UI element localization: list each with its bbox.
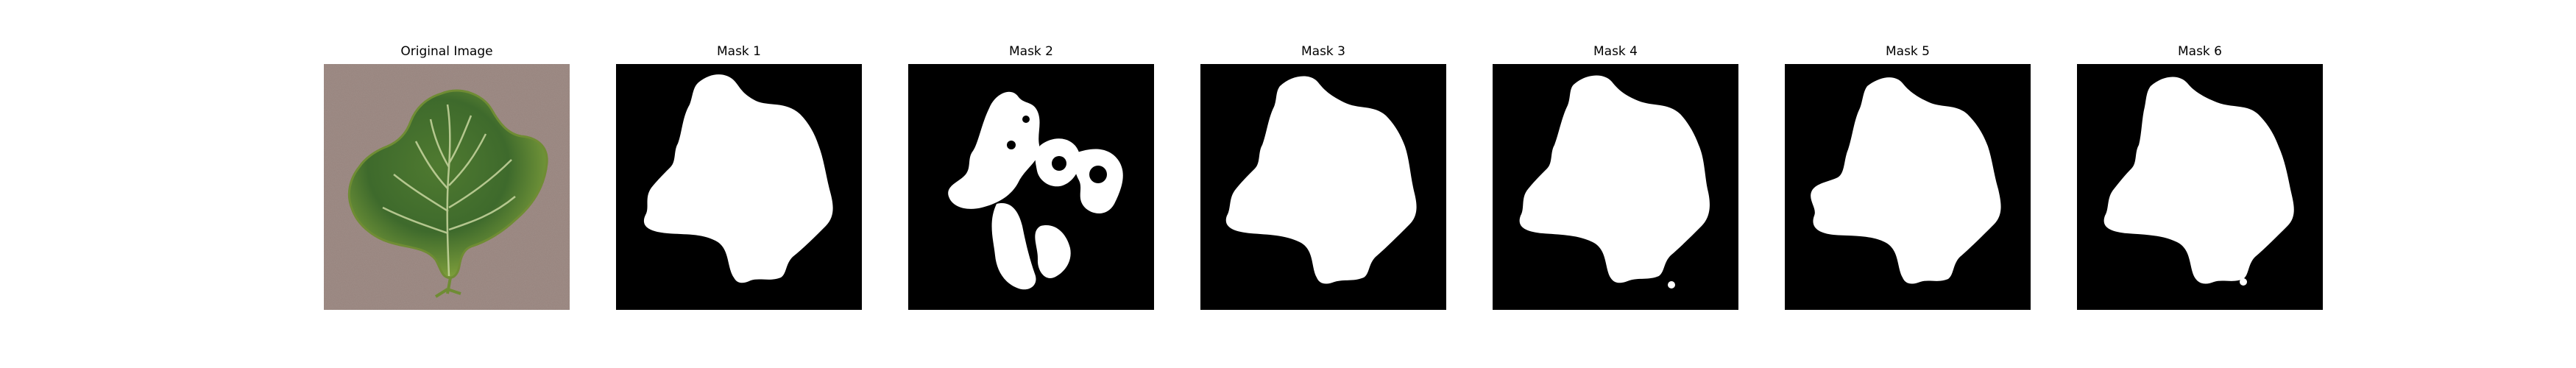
panel-title: Mask 1 [716,44,761,59]
mask-3-image [1200,64,1446,310]
panel-mask-1: Mask 1 [616,44,862,321]
mask-6-image [2077,64,2323,310]
panel-original-image: Original Image [324,44,570,321]
panel-mask-6: Mask 6 [2077,44,2323,321]
panel-mask-2: Mask 2 [908,44,1154,321]
panel-mask-4: Mask 4 [1493,44,1738,321]
leaf-veins [382,104,516,277]
leaf-stem [434,277,461,298]
panel-title: Mask 4 [1593,44,1638,59]
mask-5-image [1785,64,2031,310]
mask-4-image [1493,64,1738,310]
panel-title: Original Image [400,44,493,59]
panel-mask-5: Mask 5 [1785,44,2031,321]
panel-mask-3: Mask 3 [1200,44,1446,321]
mask-2-image [908,64,1154,310]
panel-title: Mask 5 [1885,44,1930,59]
mask-1-image [616,64,862,310]
panel-title: Mask 3 [1301,44,1345,59]
original-image [324,64,570,310]
panel-title: Mask 6 [2177,44,2222,59]
panel-title: Mask 2 [1008,44,1053,59]
